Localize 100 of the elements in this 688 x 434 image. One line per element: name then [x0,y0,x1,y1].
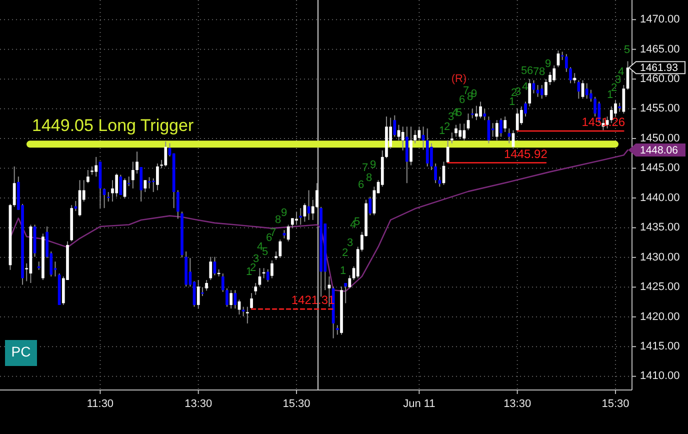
candlestick [205,280,208,292]
candlestick [221,272,224,292]
candlestick [242,306,245,317]
candlestick [528,78,532,107]
x-tick-label: 13:30 [184,398,212,410]
y-tick-label: 1455.00 [640,102,680,115]
annotation: 9 [544,58,552,70]
annotation: 6 [358,178,364,191]
annotation: 9 [280,206,288,219]
candlestick [418,126,421,141]
annotation: 1 [438,124,446,137]
data-label: 1445.92 [504,146,548,161]
x-tick-label: Jun 11 [403,398,436,410]
data-label: 1448.06 [640,144,678,156]
candlestick [508,128,511,144]
y-tick-label: 1440.00 [640,192,680,204]
annotation: 1 [246,266,252,278]
candlestick [401,126,404,151]
annotation: 6 [458,94,466,106]
candlestick [622,84,626,114]
annotation: 7 [532,66,540,78]
candlestick [438,176,442,188]
x-tick-label: 11:30 [86,398,114,410]
candlestick [250,292,253,310]
candlestick [450,132,454,144]
annotation: (R) [451,72,467,85]
candlestick [266,268,270,282]
annotation: PC [11,344,31,360]
y-tick-label: 1425.00 [640,281,680,294]
candlestick [127,176,130,187]
x-tick-label: 13:30 [504,398,532,410]
candlestick [156,162,159,191]
annotation: 4 [256,240,264,253]
candlestick [368,196,372,216]
annotation: 4 [522,80,528,93]
candlestick [393,114,396,138]
candlestick [564,54,568,72]
y-tick-label: 1420.00 [640,310,680,323]
candlestick [86,170,90,184]
annotation: 6 [526,64,534,77]
y-tick-label: 1470.00 [640,14,680,26]
candlestick [278,239,282,259]
candlestick [230,290,233,310]
annotation: 3 [346,236,354,249]
candlestick [196,280,200,310]
annotation: 8 [538,66,546,78]
annotation: 2 [342,246,348,259]
y-tick-label: 1465.00 [640,43,680,56]
candlestick [119,174,122,196]
annotation: 3 [448,110,454,123]
annotation: 9 [370,158,376,171]
candlestick [290,218,294,229]
candlestick [270,260,274,279]
candlestick [226,288,228,308]
annotation: 1 [340,264,346,277]
x-tick-label: 15:30 [602,398,630,410]
annotation: 8 [466,90,474,103]
candlestick [254,282,258,296]
y-tick-label: 1450.00 [640,132,680,144]
annotation: 8 [366,172,372,184]
candlestick [286,224,290,242]
y-tick-label: 1410.00 [640,370,680,382]
candlestick [594,96,596,118]
candlestick [414,130,417,144]
candlestick [209,256,212,281]
annotation: 1 [606,88,614,101]
candlestick [495,120,498,141]
candlestick [462,123,466,141]
candlestick [504,116,506,132]
x-tick-label: 15:30 [282,398,310,410]
candlestick [430,142,433,171]
candlestick [577,80,580,100]
candlestick [475,105,478,121]
y-tick-label: 1460.00 [640,72,680,85]
candlestick [590,89,592,102]
annotation: 6 [266,232,272,244]
candlestick [140,166,143,202]
candlestick [524,101,527,118]
annotation: 7 [362,162,368,174]
candlestick [516,108,519,132]
candlestick [344,282,348,304]
candlestick [552,64,556,83]
candlestick [132,161,134,189]
candlestick [176,190,180,220]
candlestick [234,290,237,310]
candlestick [544,78,548,98]
candlestick [540,84,544,100]
candlestick [136,151,138,174]
candlestick [336,324,339,336]
candlestick [573,72,576,84]
candlestick [569,66,572,84]
candlestick [614,99,617,118]
text: 1461.93 [640,62,678,74]
annotation: 5 [262,246,268,258]
candlestick [483,108,486,121]
annotation: 2 [444,120,450,133]
candlestick [348,274,352,289]
candlestick [152,178,155,193]
candlestick [548,71,552,86]
candlestick [246,306,249,324]
